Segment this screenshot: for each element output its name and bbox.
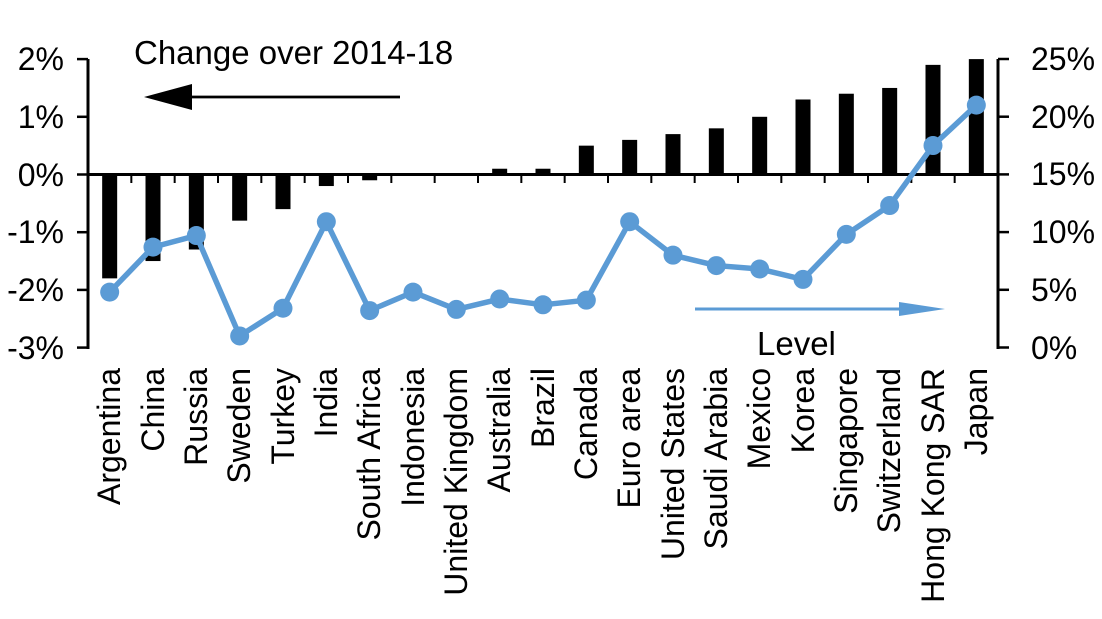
category-label-8: United Kingdom bbox=[437, 368, 474, 596]
level-marker-18 bbox=[880, 196, 900, 216]
right-axis-tick-label: 10% bbox=[1031, 214, 1096, 251]
bar-19 bbox=[925, 64, 941, 175]
level-marker-5 bbox=[316, 212, 336, 232]
bar-5 bbox=[318, 174, 334, 187]
level-marker-9 bbox=[490, 289, 510, 309]
category-label-11: Canada bbox=[567, 368, 604, 481]
level-marker-11 bbox=[576, 290, 596, 310]
category-label-12: Euro area bbox=[611, 368, 648, 509]
level-marker-20 bbox=[966, 95, 986, 115]
level-marker-17 bbox=[836, 224, 856, 244]
left-axis-tick-label: -1% bbox=[7, 214, 64, 251]
level-marker-15 bbox=[750, 259, 770, 279]
level-marker-10 bbox=[533, 295, 553, 315]
category-label-15: Mexico bbox=[741, 368, 778, 470]
level-marker-8 bbox=[446, 299, 466, 319]
bar-15 bbox=[752, 116, 768, 175]
category-label-20: Japan bbox=[957, 368, 994, 456]
left-axis-tick-label: 0% bbox=[17, 156, 64, 193]
level-marker-2 bbox=[186, 226, 206, 246]
right-axis-tick-label: 20% bbox=[1031, 98, 1096, 135]
bar-6 bbox=[362, 174, 378, 181]
bar-10 bbox=[535, 168, 551, 175]
bar-3 bbox=[232, 174, 248, 221]
category-label-6: South Africa bbox=[351, 368, 388, 541]
level-marker-14 bbox=[706, 256, 726, 276]
line-series-label: Level bbox=[757, 325, 836, 362]
category-label-7: Indonesia bbox=[394, 368, 431, 507]
level-marker-4 bbox=[273, 298, 293, 318]
bar-20 bbox=[968, 59, 984, 175]
bar-12 bbox=[622, 139, 638, 175]
bar-18 bbox=[882, 87, 898, 175]
bar-9 bbox=[492, 168, 508, 175]
category-label-17: Singapore bbox=[827, 368, 864, 514]
category-label-2: Russia bbox=[177, 368, 214, 466]
category-label-9: Australia bbox=[481, 368, 518, 493]
left-axis-tick-label: 1% bbox=[17, 98, 64, 135]
category-label-0: Argentina bbox=[91, 368, 128, 505]
bar-13 bbox=[665, 134, 681, 175]
left-axis-tick-label: -2% bbox=[7, 271, 64, 308]
level-marker-6 bbox=[360, 301, 380, 321]
category-label-13: United States bbox=[654, 368, 691, 561]
right-axis-tick-label: 0% bbox=[1031, 329, 1078, 366]
category-label-4: Turkey bbox=[264, 368, 301, 465]
category-label-16: Korea bbox=[784, 368, 821, 454]
bar-series-label: Change over 2014-18 bbox=[134, 34, 454, 71]
bar-0 bbox=[102, 174, 118, 279]
level-marker-12 bbox=[620, 212, 640, 232]
bar-17 bbox=[838, 93, 854, 175]
bar-16 bbox=[795, 99, 811, 175]
bar-11 bbox=[578, 145, 594, 175]
left-axis-tick-label: -3% bbox=[7, 329, 64, 366]
right-axis-tick-label: 25% bbox=[1031, 41, 1096, 77]
category-label-19: Hong Kong SAR bbox=[914, 368, 951, 603]
level-marker-7 bbox=[403, 282, 423, 302]
bar-14 bbox=[708, 128, 724, 175]
left-axis-tick-label: 2% bbox=[17, 41, 64, 78]
right-axis-tick-label: 15% bbox=[1031, 156, 1096, 193]
right-axis-tick-label: 5% bbox=[1031, 271, 1078, 308]
category-label-5: India bbox=[307, 368, 344, 438]
level-arrow-right-icon bbox=[899, 302, 945, 316]
level-marker-13 bbox=[663, 245, 683, 265]
category-label-18: Switzerland bbox=[871, 368, 908, 534]
level-marker-1 bbox=[143, 237, 163, 257]
level-marker-16 bbox=[793, 269, 813, 289]
level-marker-0 bbox=[100, 282, 120, 302]
bar-4 bbox=[275, 174, 291, 210]
change-arrow-left-icon bbox=[144, 84, 192, 110]
category-label-1: China bbox=[134, 368, 171, 452]
category-label-14: Saudi Arabia bbox=[697, 368, 734, 550]
category-label-10: Brazil bbox=[524, 368, 561, 449]
level-marker-3 bbox=[230, 326, 250, 346]
level-marker-19 bbox=[923, 136, 943, 156]
category-label-3: Sweden bbox=[221, 368, 258, 484]
